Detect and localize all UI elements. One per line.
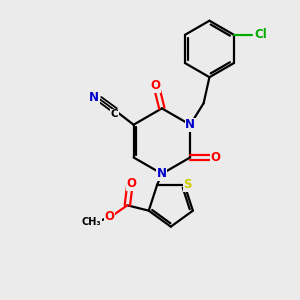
Text: CH₃: CH₃: [82, 217, 101, 227]
Text: C: C: [110, 109, 118, 119]
Text: N: N: [185, 118, 195, 131]
Text: O: O: [104, 210, 115, 223]
Text: N: N: [89, 92, 99, 104]
Text: O: O: [210, 151, 220, 164]
Text: Cl: Cl: [254, 28, 267, 41]
Text: N: N: [157, 167, 167, 180]
Text: O: O: [126, 177, 136, 190]
Text: S: S: [183, 178, 192, 191]
Text: O: O: [150, 79, 160, 92]
